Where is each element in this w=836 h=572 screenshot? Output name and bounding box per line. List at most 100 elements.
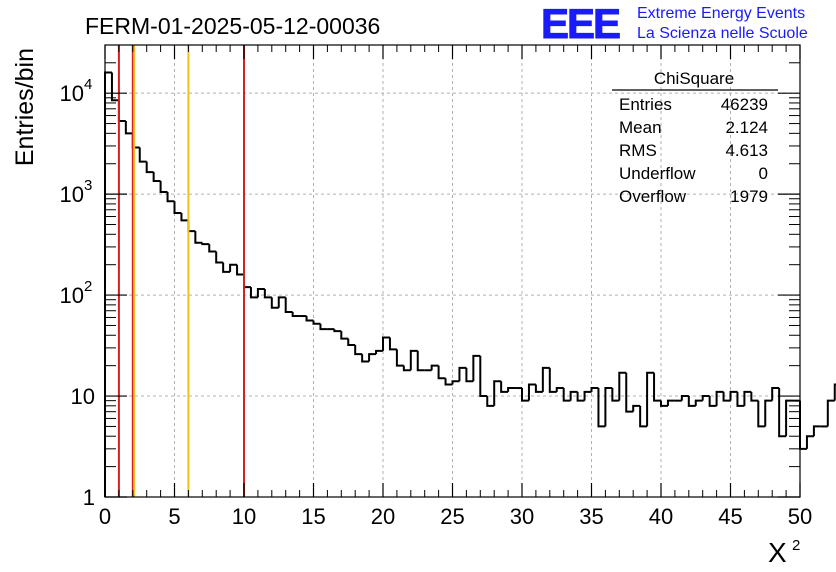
histogram-bin <box>597 388 606 428</box>
y-tick-label: 1 <box>83 485 95 510</box>
histogram-bin <box>778 388 787 438</box>
histogram-bin <box>145 161 154 174</box>
histogram-bin <box>166 191 175 203</box>
histogram-bin <box>243 274 251 289</box>
histogram-bin <box>319 323 328 331</box>
stats-box: ChiSquare Entries 46239 Mean 2.124 RMS 4.613 U… <box>612 69 778 206</box>
histogram-bin <box>590 387 599 392</box>
histogram-bin <box>611 388 620 402</box>
y-tick-label: 10 <box>71 384 95 409</box>
histogram-bin <box>625 372 634 413</box>
histogram-bin <box>576 391 585 402</box>
y-tick-label-exponent: 3 <box>84 177 92 194</box>
histogram-bin <box>187 220 196 233</box>
histogram-bin <box>382 336 390 351</box>
histogram-bin <box>812 425 821 437</box>
histogram-bin <box>500 381 509 393</box>
histogram-bin <box>444 378 453 386</box>
histogram-bin <box>521 388 529 402</box>
histogram-bin <box>173 201 182 215</box>
histogram-bin <box>333 329 342 333</box>
x-axis-label: X 2 <box>768 537 800 568</box>
x-tick-label: 50 <box>788 504 812 529</box>
cut-lines <box>117 45 245 497</box>
histogram-bin <box>110 72 119 102</box>
x-tick-label: 30 <box>510 504 534 529</box>
stats-row-label: Overflow <box>619 187 687 206</box>
histogram-bin <box>708 396 717 407</box>
histogram-bin <box>340 331 349 340</box>
y-tick-label-base: 10 <box>60 182 84 207</box>
histogram-bin <box>507 387 516 392</box>
histogram-bin <box>208 244 217 253</box>
histogram-bin <box>618 371 627 401</box>
histogram-bin <box>375 349 383 355</box>
histogram-bin <box>430 364 439 371</box>
x-tick-label: 25 <box>440 504 464 529</box>
histogram-bin <box>409 349 418 371</box>
histogram-bin <box>527 383 536 401</box>
histogram-bars <box>104 71 836 497</box>
histogram-bin <box>555 387 564 392</box>
histogram-bin <box>402 365 411 372</box>
histogram-bin <box>653 372 661 402</box>
histogram-bin <box>666 399 675 406</box>
histogram-bin <box>562 388 571 402</box>
histogram-bin <box>632 404 641 412</box>
histogram-bin <box>729 390 738 401</box>
chart-title: FERM-01-2025-05-12-00036 <box>85 13 380 39</box>
histogram-bin <box>215 251 224 264</box>
stats-row-value: 1979 <box>730 187 768 206</box>
stats-row-value: 0 <box>759 164 768 183</box>
histogram-bin <box>291 311 300 318</box>
histogram-bin <box>799 400 807 450</box>
histogram-bin <box>277 296 286 308</box>
x-tick-label: 35 <box>579 504 603 529</box>
histogram-bin <box>639 405 648 428</box>
histogram-bin <box>486 396 495 407</box>
x-tick-label: 40 <box>649 504 673 529</box>
stats-title: ChiSquare <box>654 69 734 88</box>
histogram-bin <box>138 147 147 163</box>
stats-row-value: 4.613 <box>725 141 768 160</box>
histogram-bin <box>437 365 446 380</box>
x-axis-label-superscript: 2 <box>792 537 800 554</box>
histogram-bin <box>395 349 404 367</box>
histogram-bin <box>583 390 592 401</box>
x-tick-label: 10 <box>232 504 256 529</box>
x-tick-label: 20 <box>371 504 395 529</box>
histogram-bin <box>660 400 668 407</box>
eee-logo-line2: La Scienza nelle Scuole <box>637 25 808 42</box>
y-axis-label: Entries/bin <box>11 48 39 166</box>
y-tick-label-base: 1 <box>83 485 95 510</box>
x-tick-label: 5 <box>168 504 180 529</box>
eee-logo-line1: Extreme Energy Events <box>637 5 805 22</box>
histogram-bin <box>416 350 425 372</box>
histogram-bin <box>354 345 363 356</box>
histogram-bin <box>764 399 773 427</box>
histogram-bin <box>722 391 731 402</box>
y-tick-label-base: 10 <box>71 384 95 409</box>
histogram-bin <box>680 395 689 401</box>
histogram-bin <box>236 264 244 276</box>
x-tick-label: 15 <box>301 504 325 529</box>
histogram-bin <box>263 288 272 299</box>
histogram-bin <box>604 387 613 427</box>
histogram-bin <box>388 337 397 351</box>
histogram-bin <box>569 390 578 401</box>
histogram-bin <box>694 399 703 406</box>
stats-row-value: 2.124 <box>725 118 768 137</box>
histogram-bin <box>687 396 696 407</box>
histogram-bin <box>715 390 724 406</box>
histogram-bin <box>159 180 168 193</box>
histogram-bin <box>465 367 474 383</box>
x-tick-label: 45 <box>718 504 742 529</box>
y-tick-label: 10 2 <box>60 278 93 308</box>
eee-logo: EEE Extreme Energy Events La Scienza nel… <box>541 0 808 48</box>
histogram-bin <box>368 353 377 362</box>
histogram-bin <box>347 338 356 347</box>
histogram-bin <box>826 399 835 427</box>
histogram-bin <box>771 387 780 401</box>
